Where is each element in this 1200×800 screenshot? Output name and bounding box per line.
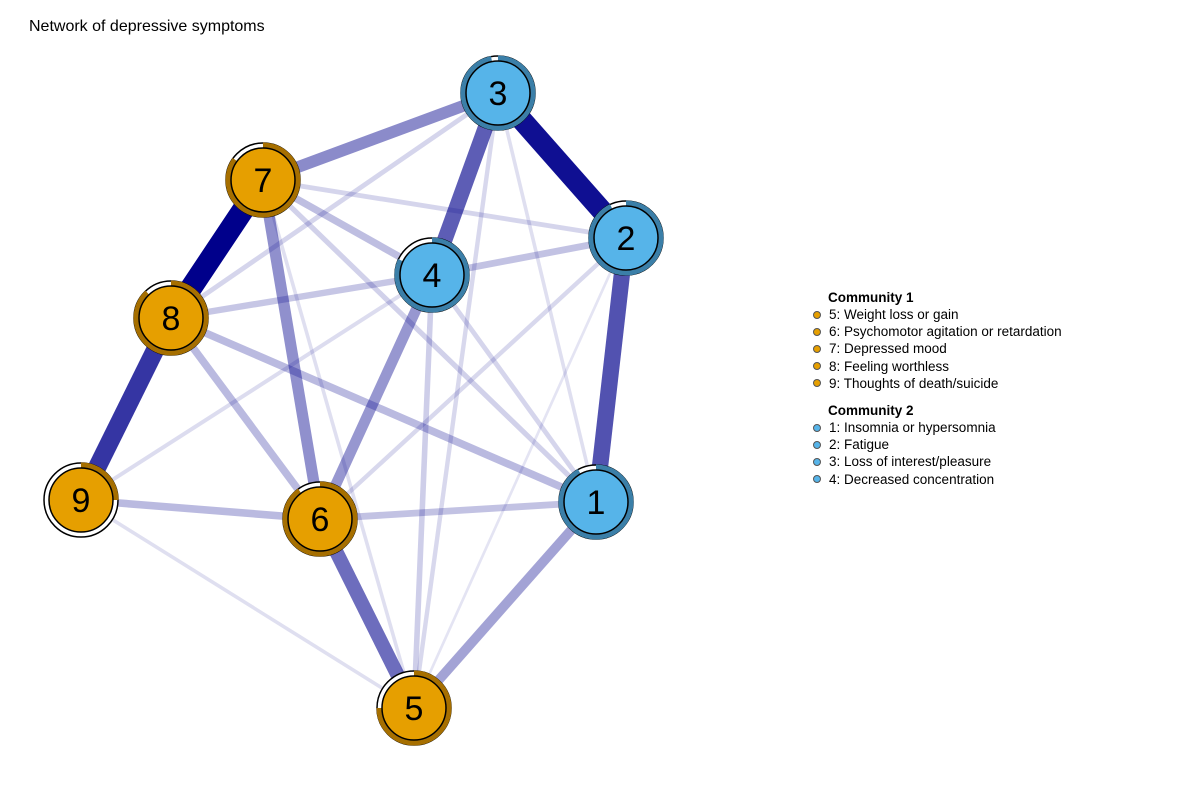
edge-9-5 xyxy=(80,498,415,710)
legend-group: Community 2 1: Insomnia or hypersomnia 2: … xyxy=(812,402,1062,488)
node-pie-ring xyxy=(394,237,470,313)
edge-6-1 xyxy=(319,498,597,523)
edge-8-1 xyxy=(169,314,598,506)
edge-4-1 xyxy=(430,273,598,504)
legend-item-label: 8: Feeling worthless xyxy=(829,358,950,374)
node-3: 3 xyxy=(460,55,536,131)
node-6: 6 xyxy=(282,481,358,557)
node-4: 4 xyxy=(394,237,470,313)
legend-item-label: 3: Loss of interest/pleasure xyxy=(829,454,992,470)
chart-title: Network of depressive symptoms xyxy=(29,18,265,35)
node-label: 6 xyxy=(311,501,330,539)
edge-7-2 xyxy=(262,177,627,241)
legend-item: 7: Depressed mood xyxy=(812,340,1062,357)
legend-marker-icon xyxy=(813,344,821,353)
legend-marker-icon xyxy=(813,310,821,319)
legend-item: 6: Psychomotor agitation or retardation xyxy=(812,323,1062,340)
node-label: 3 xyxy=(489,75,508,113)
edge-8-6 xyxy=(167,315,324,522)
edge-4-5 xyxy=(411,274,435,709)
edge-4-6 xyxy=(315,272,437,522)
legend-item: 5: Weight loss or gain xyxy=(812,306,1062,323)
node-label: 5 xyxy=(405,690,424,728)
legend-marker-icon xyxy=(813,440,821,449)
legend-marker-icon xyxy=(813,457,821,466)
node-7: 7 xyxy=(225,142,301,218)
node-fill xyxy=(287,486,353,552)
edge-7-3 xyxy=(260,87,501,186)
node-label: 9 xyxy=(72,482,91,520)
node-pie-ring xyxy=(282,481,358,557)
legend-item: 8: Feeling worthless xyxy=(812,358,1062,375)
node-fill xyxy=(48,467,114,533)
node-label: 1 xyxy=(587,484,606,522)
legend-group: Community 1 5: Weight loss or gain 6: Psyc… xyxy=(812,289,1062,392)
legend-group-title: Community 1 xyxy=(828,290,914,305)
legend-marker-icon xyxy=(813,362,821,371)
node-label: 4 xyxy=(423,257,442,295)
node-8: 8 xyxy=(133,280,209,356)
node-fill xyxy=(230,147,296,213)
edge-1-5 xyxy=(410,498,600,712)
edges-layer xyxy=(72,86,635,712)
node-5: 5 xyxy=(376,670,452,746)
edge-9-6 xyxy=(80,496,321,523)
node-9: 9 xyxy=(43,462,119,538)
edge-9-4 xyxy=(79,273,434,502)
node-label: 7 xyxy=(254,162,273,200)
legend-marker-icon xyxy=(813,327,821,336)
node-fill xyxy=(563,469,629,535)
legend-item: 2: Fatigue xyxy=(812,436,1062,453)
edge-8-4 xyxy=(170,271,433,322)
node-pie-ring xyxy=(133,280,209,356)
edge-2-5 xyxy=(412,237,628,709)
edge-7-5 xyxy=(261,179,416,709)
legend-item: 4: Decreased concentration xyxy=(812,471,1062,488)
node-1: 1 xyxy=(558,464,634,540)
legend-item: 9: Thoughts of death/suicide xyxy=(812,375,1062,392)
legend-item-label: 2: Fatigue xyxy=(829,437,890,453)
node-fill xyxy=(138,285,204,351)
legend-item-label: 6: Psychomotor agitation or retardation xyxy=(829,324,1062,340)
node-label: 8 xyxy=(162,300,181,338)
legend-item-label: 4: Decreased concentration xyxy=(829,471,995,487)
node-pie-ring xyxy=(588,200,664,276)
node-fill xyxy=(593,205,659,271)
node-fill xyxy=(465,60,531,126)
node-pie-ring xyxy=(376,670,452,746)
edge-2-6 xyxy=(318,236,628,521)
node-pie-ring xyxy=(225,142,301,218)
legend-item: 1: Insomnia or hypersomnia xyxy=(812,419,1062,436)
legend-marker-icon xyxy=(813,379,821,388)
node-fill xyxy=(399,242,465,308)
legend-marker-icon xyxy=(813,423,821,432)
node-pie-ring xyxy=(80,462,119,501)
edge-7-1 xyxy=(261,178,598,504)
edge-2-1 xyxy=(587,237,635,503)
legend-item: 3: Loss of interest/pleasure xyxy=(812,453,1062,470)
network-graph: 1 2 3 4 5 6 7 8 9 xyxy=(43,55,664,746)
node-label: 2 xyxy=(617,220,636,258)
legend: Community 1 5: Weight loss or gain 6: Psyc… xyxy=(812,289,1062,498)
node-pie-ring xyxy=(558,464,634,540)
node-pie-ring xyxy=(460,55,536,131)
node-fill xyxy=(381,675,447,741)
edge-3-5 xyxy=(411,92,501,709)
legend-marker-icon xyxy=(813,475,821,484)
legend-item-label: 5: Weight loss or gain xyxy=(829,307,959,323)
node-2: 2 xyxy=(588,200,664,276)
edge-8-3 xyxy=(169,91,500,320)
edge-3-1 xyxy=(496,92,598,503)
nodes-layer: 1 2 3 4 5 6 7 8 9 xyxy=(43,55,664,746)
legend-group-title: Community 2 xyxy=(828,402,914,418)
legend-item-label: 9: Thoughts of death/suicide xyxy=(829,375,999,391)
legend-item-label: 1: Insomnia or hypersomnia xyxy=(829,420,996,436)
legend-item-label: 7: Depressed mood xyxy=(829,341,947,357)
edge-7-6 xyxy=(257,179,326,520)
